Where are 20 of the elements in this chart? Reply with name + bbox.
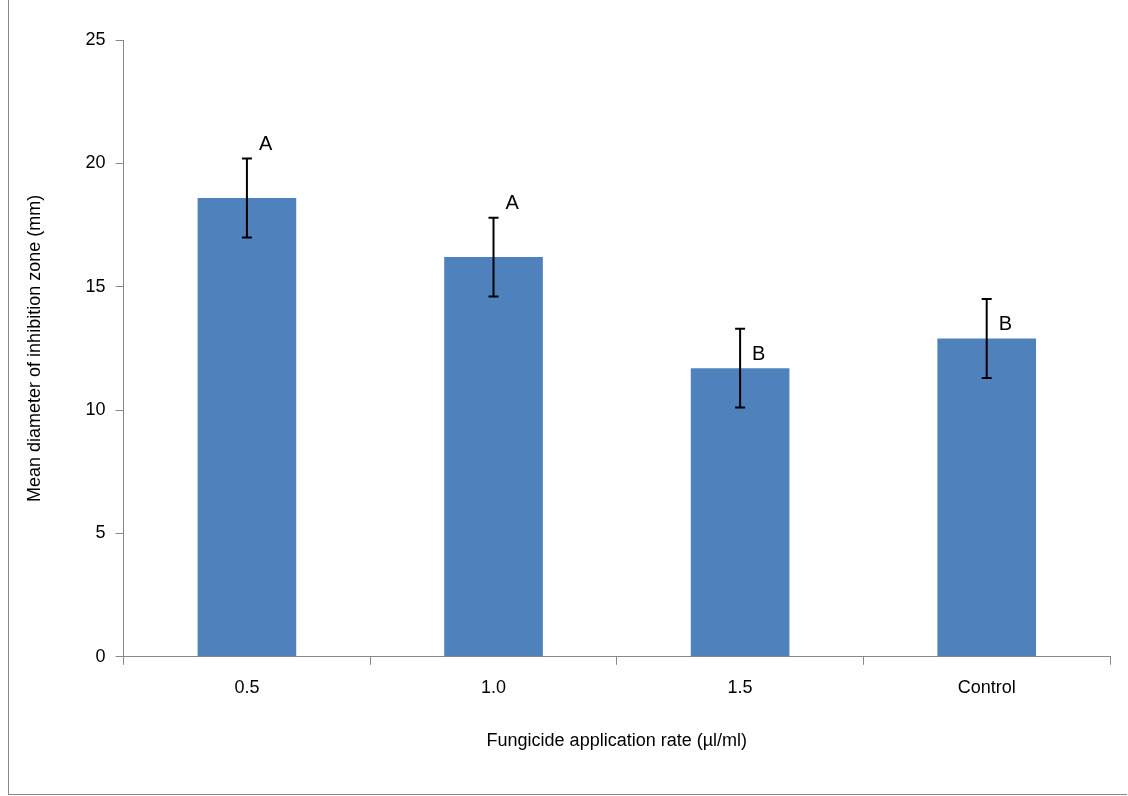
y-axis-title: Mean diameter of inhibition zone (mm) (23, 194, 44, 502)
bar (197, 197, 297, 657)
bar (937, 338, 1037, 657)
bar (444, 257, 543, 657)
y-tick-label: 15 (85, 275, 106, 296)
y-tick-label: 0 (95, 645, 106, 666)
y-tick-label: 25 (85, 28, 106, 49)
y-tick-label: 10 (85, 399, 106, 420)
bar (690, 368, 790, 657)
annotation: A (505, 191, 520, 214)
annotation: B (752, 341, 766, 364)
annotation: B (998, 312, 1013, 335)
y-tick-label: 5 (95, 522, 106, 543)
x-tick-label: Control (957, 676, 1016, 697)
annotation: A (258, 131, 273, 154)
x-tick-label: 1.5 (727, 676, 753, 697)
x-axis-title: Fungicide application rate (µl/ml) (486, 730, 748, 751)
x-tick-label: 1.0 (481, 676, 507, 697)
y-tick-label: 20 (85, 152, 106, 173)
x-tick-label: 0.5 (234, 676, 260, 697)
